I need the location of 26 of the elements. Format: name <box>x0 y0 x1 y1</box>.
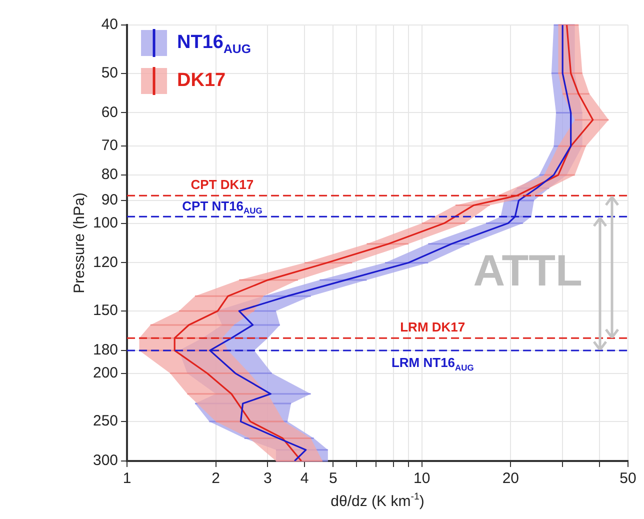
y-tick-label: 180 <box>92 342 118 359</box>
x-tick-label: 4 <box>300 470 309 488</box>
y-tick-label: 80 <box>101 166 118 184</box>
y-tick-label: 90 <box>101 192 118 209</box>
y-tick-label: 200 <box>92 364 118 382</box>
y-tick-label: 150 <box>92 302 118 320</box>
y-tick-label: 60 <box>101 104 118 121</box>
x-tick-label: 10 <box>414 470 430 488</box>
ref-line-label: CPT DK17 <box>190 177 254 192</box>
y-tick-label: 300 <box>92 452 118 470</box>
y-tick-label: 250 <box>92 412 118 430</box>
x-tick-label: 1 <box>122 470 132 488</box>
y-axis-title: Pressure (hPa) <box>71 192 88 294</box>
x-tick-label: 2 <box>212 470 220 488</box>
ref-line-label: LRM DK17 <box>400 320 466 335</box>
annotation: ATTL <box>473 246 582 296</box>
y-tick-label: 120 <box>92 254 118 271</box>
x-tick-label: 3 <box>264 470 272 488</box>
x-tick-label: 20 <box>502 470 520 488</box>
y-tick-label: 70 <box>101 137 118 154</box>
y-tick-label: 100 <box>92 214 118 232</box>
x-tick-label: 50 <box>620 470 636 488</box>
x-tick-label: 5 <box>328 470 338 488</box>
y-tick-label: 40 <box>101 16 118 34</box>
y-tick-label: 50 <box>101 64 118 82</box>
legend-label: DK17 <box>177 70 226 92</box>
